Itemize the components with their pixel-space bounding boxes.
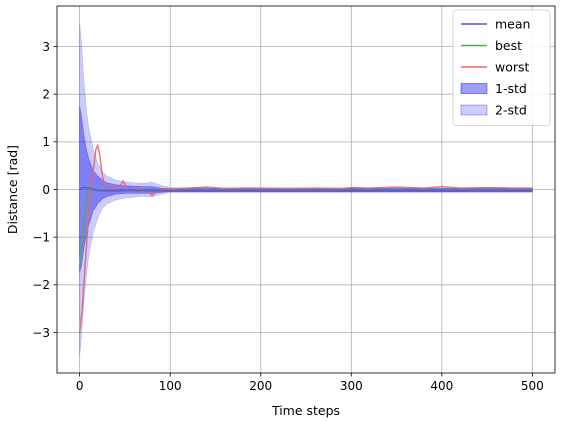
y-tick-label: 1 [42,135,50,149]
y-tick-label: 3 [42,40,50,54]
y-tick-label: −3 [32,326,50,340]
y-tick-label: 2 [42,87,50,101]
x-tick-label: 0 [76,379,84,393]
series-lines [78,143,533,333]
ticks: 0 100 200 300 400 500 −3 −2 −1 0 1 2 3 [32,40,544,393]
series-line-mean [79,186,533,192]
x-tick-label: 100 [159,379,182,393]
series-line-best [78,186,533,266]
series-line-worst [78,143,533,333]
y-tick-label: −2 [32,278,50,292]
x-axis-label: Time steps [271,403,340,418]
legend-label-2-std: 2-std [495,103,527,118]
x-tick-label: 500 [521,379,544,393]
band-1-std [79,106,533,273]
legend-box [452,9,551,126]
x-tick-label: 300 [340,379,363,393]
legend: mean best worst 1-std 2-std [452,9,551,126]
legend-label-best: best [495,38,522,53]
y-tick-label: −1 [32,230,50,244]
y-tick-label: 0 [42,183,50,197]
legend-label-mean: mean [495,17,530,32]
x-tick-label: 200 [249,379,272,393]
legend-swatch-1-std [460,83,488,94]
y-axis-label: Distance [rad] [5,145,20,234]
legend-swatch-2-std [460,104,488,116]
legend-label-worst: worst [495,60,530,75]
x-tick-label: 400 [430,379,453,393]
legend-label-1-std: 1-std [495,81,527,96]
